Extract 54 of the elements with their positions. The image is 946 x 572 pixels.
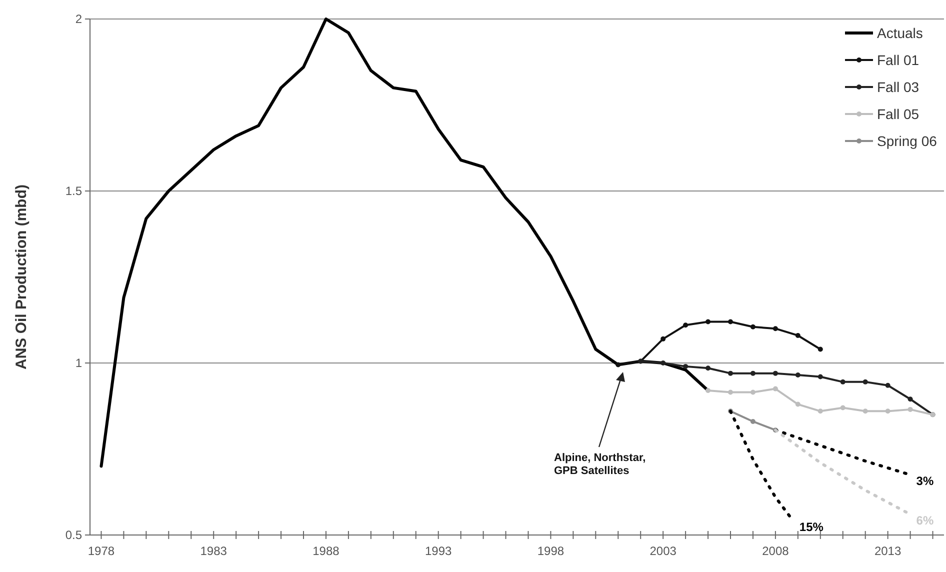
x-tick-label: 1993	[424, 544, 452, 558]
point	[706, 319, 711, 324]
point	[862, 379, 868, 384]
x-tick-label: 1988	[312, 544, 340, 558]
point	[660, 360, 666, 366]
point	[750, 418, 756, 424]
x-tick-label: 2008	[762, 544, 790, 558]
point	[772, 386, 778, 392]
point	[683, 322, 688, 328]
point	[750, 324, 756, 330]
point	[908, 396, 913, 402]
point	[818, 346, 823, 352]
y-tick-label: 1	[75, 356, 82, 370]
point	[706, 388, 711, 394]
point	[728, 370, 733, 376]
point	[728, 390, 733, 395]
point	[706, 366, 711, 371]
point	[750, 370, 756, 376]
point	[683, 364, 688, 369]
point	[840, 405, 846, 410]
legend-label: Fall 01	[877, 52, 920, 68]
point	[862, 408, 868, 414]
x-tick-label: 1978	[88, 544, 115, 558]
point	[840, 379, 846, 384]
x-tick-label: 2003	[650, 544, 677, 558]
legend-label: Spring 06	[877, 132, 938, 149]
point	[795, 332, 800, 338]
series-label: 15%	[799, 520, 824, 534]
point	[885, 408, 890, 414]
point	[795, 402, 800, 407]
point	[728, 319, 733, 324]
point	[772, 370, 778, 376]
point	[908, 406, 913, 412]
point	[772, 326, 778, 332]
x-tick-label: 2013	[874, 544, 902, 558]
line-series	[100, 18, 710, 468]
point	[818, 374, 823, 380]
legend-label: Fall 03	[877, 78, 920, 95]
point	[660, 336, 666, 342]
legend-label: Actuals	[877, 24, 923, 41]
legend-label: Fall 05	[877, 106, 920, 122]
point	[885, 382, 890, 388]
y-tick-label: 1.5	[65, 184, 82, 198]
point	[795, 372, 800, 378]
annotation: Alpine, Northstar, GPB Satellites	[554, 452, 646, 477]
point	[818, 408, 823, 414]
y-axis-title: ANS Oil Production (mbd)	[13, 184, 30, 370]
x-tick-label: 1983	[200, 544, 228, 558]
x-tick-label: 1998	[537, 544, 564, 558]
y-tick-label: 2	[75, 12, 82, 26]
y-tick-label: 0.5	[65, 528, 82, 542]
point	[616, 362, 621, 368]
point	[750, 390, 756, 395]
series-label: 3%	[916, 474, 934, 488]
